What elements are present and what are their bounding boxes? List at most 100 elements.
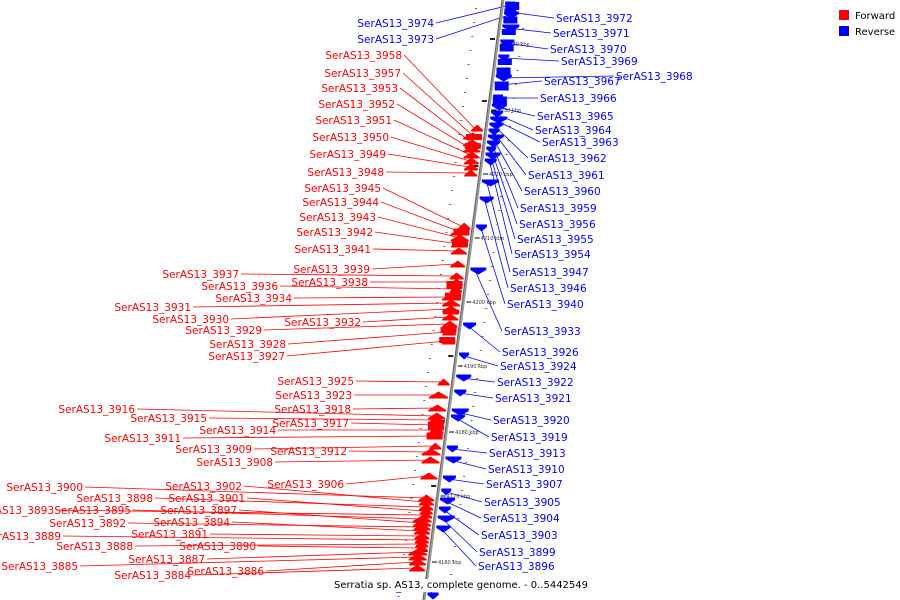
forward-gene-label: SerAS13_3950: [312, 132, 389, 144]
minor-feature: [452, 176, 455, 177]
minor-feature: [507, 140, 510, 141]
minor-feature: [494, 238, 497, 239]
legend-reverse-label: Reverse: [855, 27, 895, 38]
reverse-leader-line: [451, 448, 488, 454]
reverse-gene-label: SerAS13_3940: [507, 299, 584, 311]
forward-gene-block: [439, 337, 456, 343]
forward-gene-arrow: [464, 163, 479, 171]
minor-feature: [490, 266, 493, 267]
minor-feature: [457, 518, 460, 519]
reverse-gene-arrow: [450, 414, 465, 422]
marker-feature: [489, 38, 495, 40]
reverse-gene-arrow: [451, 408, 469, 416]
reverse-gene-arrow: [490, 116, 508, 124]
forward-gene-label: SerAS13_3914: [199, 425, 276, 437]
forward-gene-label: SerAS13_3932: [284, 317, 361, 329]
forward-leader-line: [240, 273, 455, 277]
reverse-leader-line: [441, 528, 477, 567]
forward-gene-arrow: [408, 553, 427, 561]
forward-leader-line: [287, 331, 448, 345]
minor-feature: [436, 302, 439, 303]
forward-gene-label: SerAS13_3911: [104, 433, 181, 445]
forward-leader-line: [372, 248, 458, 252]
forward-gene-arrow: [409, 564, 426, 572]
reverse-leader-line: [505, 42, 549, 50]
forward-leader-line: [127, 522, 422, 528]
forward-leader-line: [293, 296, 452, 299]
reverse-gene-arrow: [488, 128, 500, 136]
forward-leader-line: [208, 417, 436, 421]
minor-feature: [481, 336, 484, 337]
forward-gene-label: SerAS13_3909: [175, 444, 252, 456]
forward-gene-label: SerAS13_3944: [302, 197, 379, 209]
minor-feature: [501, 182, 504, 183]
reverse-gene-arrow: [463, 322, 477, 330]
forward-leader-line: [192, 567, 417, 576]
reverse-gene-label: SerAS13_3973: [357, 34, 434, 46]
reverse-leader-line: [494, 125, 529, 159]
minor-feature: [432, 330, 435, 331]
minor-feature: [516, 70, 519, 71]
forward-leader-line: [55, 509, 424, 516]
minor-feature: [406, 526, 409, 527]
forward-leader-line: [380, 201, 461, 233]
forward-gene-block: [440, 327, 457, 333]
forward-gene-label: SerAS13_3953: [321, 83, 398, 95]
forward-leader-line: [253, 445, 433, 450]
forward-gene-arrow: [437, 378, 450, 386]
reverse-gene-arrow: [437, 515, 455, 523]
forward-gene-label: SerAS13_3885: [1, 561, 78, 573]
reverse-gene-label: SerAS13_3921: [495, 393, 572, 405]
forward-gene-arrow: [419, 503, 434, 511]
reverse-gene-block: [496, 67, 511, 77]
minor-feature: [403, 554, 406, 555]
reverse-gene-label: SerAS13_3922: [497, 377, 574, 389]
reverse-leader-line: [492, 137, 523, 192]
forward-gene-label: SerAS13_3938: [291, 277, 368, 289]
marker-feature: [431, 485, 437, 487]
forward-gene-arrow: [412, 515, 432, 523]
forward-leader-line: [263, 323, 449, 331]
forward-gene-arrow: [418, 498, 434, 506]
forward-leader-line: [132, 509, 423, 520]
forward-leader-line: [192, 302, 452, 308]
forward-gene-block: [452, 239, 469, 247]
reverse-gene-arrow: [504, 8, 517, 16]
reverse-gene-arrow: [456, 374, 472, 382]
forward-leader-line: [350, 422, 436, 426]
reverse-leader-line: [480, 227, 506, 305]
forward-gene-label: SerAS13_3916: [58, 404, 135, 416]
reverse-leader-line: [447, 478, 485, 485]
minor-feature: [449, 204, 452, 205]
minor-feature: [404, 540, 407, 541]
forward-leader-line: [238, 509, 423, 524]
forward-gene-label: SerAS13_3890: [179, 541, 256, 553]
forward-gene-label: SerAS13_3906: [267, 479, 344, 491]
minor-feature: [465, 78, 468, 79]
forward-leader-line: [403, 54, 475, 129]
forward-gene-label: SerAS13_3900: [6, 482, 83, 494]
forward-gene-arrow: [414, 532, 430, 540]
minor-feature: [412, 484, 415, 485]
reverse-gene-label: SerAS13_3947: [512, 267, 589, 279]
reverse-gene-label: SerAS13_3933: [504, 326, 581, 338]
forward-gene-label: SerAS13_3895: [54, 505, 131, 517]
minor-feature: [471, 36, 474, 37]
reverse-gene-arrow: [487, 140, 501, 148]
minor-feature: [469, 50, 472, 51]
minor-feature: [523, 14, 526, 15]
forward-leader-line: [154, 497, 425, 508]
minor-feature: [503, 168, 506, 169]
forward-leader-line: [206, 551, 419, 560]
reverse-gene-arrow: [487, 134, 504, 142]
minor-feature: [456, 148, 459, 149]
forward-gene-label: SerAS13_3912: [270, 446, 347, 458]
forward-gene-arrow: [421, 456, 440, 464]
forward-leader-line: [209, 533, 421, 537]
scale-tick-label: 4210 kbp: [481, 236, 505, 242]
reverse-gene-arrow: [438, 506, 451, 514]
forward-gene-label: SerAS13_3908: [196, 457, 273, 469]
forward-gene-label: SerAS13_3901: [168, 493, 245, 505]
forward-gene-label: SerAS13_3930: [152, 314, 229, 326]
marker-feature: [448, 355, 454, 357]
